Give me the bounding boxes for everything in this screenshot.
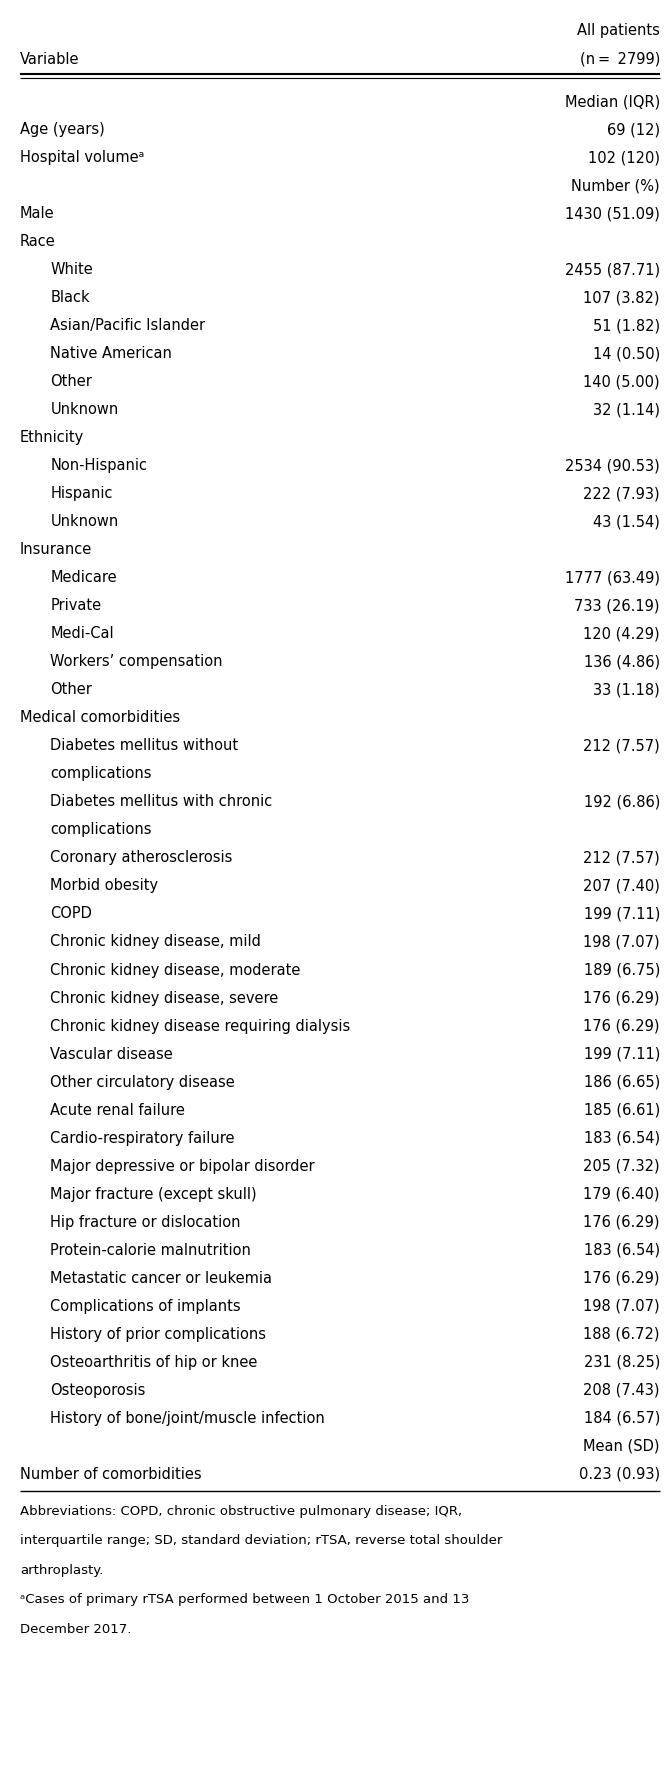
Text: 199 (7.11): 199 (7.11) xyxy=(584,1046,660,1062)
Text: 198 (7.07): 198 (7.07) xyxy=(584,934,660,950)
Text: Race: Race xyxy=(20,234,56,250)
Text: Metastatic cancer or leukemia: Metastatic cancer or leukemia xyxy=(50,1271,272,1285)
Text: 176 (6.29): 176 (6.29) xyxy=(584,1215,660,1230)
Text: COPD: COPD xyxy=(50,906,92,922)
Text: Number of comorbidities: Number of comorbidities xyxy=(20,1466,202,1482)
Text: Vascular disease: Vascular disease xyxy=(50,1046,173,1062)
Text: 69 (12): 69 (12) xyxy=(607,122,660,137)
Text: White: White xyxy=(50,262,93,277)
Text: 231 (8.25): 231 (8.25) xyxy=(584,1355,660,1371)
Text: 43 (1.54): 43 (1.54) xyxy=(593,514,660,530)
Text: complications: complications xyxy=(50,823,151,837)
Text: 222 (7.93): 222 (7.93) xyxy=(584,486,660,502)
Text: arthroplasty.: arthroplasty. xyxy=(20,1564,103,1576)
Text: History of prior complications: History of prior complications xyxy=(50,1326,266,1342)
Text: Male: Male xyxy=(20,206,55,222)
Text: Osteoarthritis of hip or knee: Osteoarthritis of hip or knee xyxy=(50,1355,258,1371)
Text: Protein-calorie malnutrition: Protein-calorie malnutrition xyxy=(50,1243,251,1257)
Text: interquartile range; SD, standard deviation; rTSA, reverse total shoulder: interquartile range; SD, standard deviat… xyxy=(20,1534,502,1548)
Text: 198 (7.07): 198 (7.07) xyxy=(584,1298,660,1314)
Text: 14 (0.50): 14 (0.50) xyxy=(593,346,660,362)
Text: Number (%): Number (%) xyxy=(572,177,660,193)
Text: 205 (7.32): 205 (7.32) xyxy=(584,1158,660,1174)
Text: 176 (6.29): 176 (6.29) xyxy=(584,1018,660,1034)
Text: 179 (6.40): 179 (6.40) xyxy=(584,1186,660,1202)
Text: Morbid obesity: Morbid obesity xyxy=(50,878,158,894)
Text: Unknown: Unknown xyxy=(50,402,119,417)
Text: complications: complications xyxy=(50,766,151,782)
Text: Asian/Pacific Islander: Asian/Pacific Islander xyxy=(50,317,206,333)
Text: 120 (4.29): 120 (4.29) xyxy=(584,626,660,642)
Text: Medicare: Medicare xyxy=(50,571,117,585)
Text: All patients: All patients xyxy=(577,23,660,39)
Text: Non-Hispanic: Non-Hispanic xyxy=(50,457,147,473)
Text: 33 (1.18): 33 (1.18) xyxy=(593,683,660,697)
Text: Workers’ compensation: Workers’ compensation xyxy=(50,654,222,670)
Text: 176 (6.29): 176 (6.29) xyxy=(584,1271,660,1285)
Text: 208 (7.43): 208 (7.43) xyxy=(584,1383,660,1397)
Text: Median (IQR): Median (IQR) xyxy=(565,94,660,110)
Text: 184 (6.57): 184 (6.57) xyxy=(584,1411,660,1425)
Text: 1430 (51.09): 1430 (51.09) xyxy=(565,206,660,222)
Text: Major fracture (except skull): Major fracture (except skull) xyxy=(50,1186,257,1202)
Text: 199 (7.11): 199 (7.11) xyxy=(584,906,660,922)
Text: Osteoporosis: Osteoporosis xyxy=(50,1383,145,1397)
Text: 2534 (90.53): 2534 (90.53) xyxy=(565,457,660,473)
Text: 0.23 (0.93): 0.23 (0.93) xyxy=(579,1466,660,1482)
Text: Medical comorbidities: Medical comorbidities xyxy=(20,711,180,725)
Text: 140 (5.00): 140 (5.00) xyxy=(584,374,660,390)
Text: 189 (6.75): 189 (6.75) xyxy=(584,963,660,977)
Text: 107 (3.82): 107 (3.82) xyxy=(584,291,660,305)
Text: Chronic kidney disease, severe: Chronic kidney disease, severe xyxy=(50,991,279,1005)
Text: Coronary atherosclerosis: Coronary atherosclerosis xyxy=(50,851,232,865)
Text: 212 (7.57): 212 (7.57) xyxy=(583,738,660,754)
Text: 102 (120): 102 (120) xyxy=(588,151,660,165)
Text: 32 (1.14): 32 (1.14) xyxy=(593,402,660,417)
Text: Hospital volumeᵃ: Hospital volumeᵃ xyxy=(20,151,144,165)
Text: Complications of implants: Complications of implants xyxy=(50,1298,241,1314)
Text: 192 (6.86): 192 (6.86) xyxy=(584,794,660,810)
Text: 136 (4.86): 136 (4.86) xyxy=(584,654,660,670)
Text: Other circulatory disease: Other circulatory disease xyxy=(50,1074,235,1090)
Text: Native American: Native American xyxy=(50,346,172,362)
Text: Acute renal failure: Acute renal failure xyxy=(50,1103,185,1117)
Text: Ethnicity: Ethnicity xyxy=(20,431,84,445)
Text: 186 (6.65): 186 (6.65) xyxy=(584,1074,660,1090)
Text: Insurance: Insurance xyxy=(20,543,92,557)
Text: Diabetes mellitus without: Diabetes mellitus without xyxy=(50,738,239,754)
Text: Hip fracture or dislocation: Hip fracture or dislocation xyxy=(50,1215,241,1230)
Text: (n = 2799): (n = 2799) xyxy=(580,51,660,67)
Text: 183 (6.54): 183 (6.54) xyxy=(584,1243,660,1257)
Text: Major depressive or bipolar disorder: Major depressive or bipolar disorder xyxy=(50,1158,315,1174)
Text: Mean (SD): Mean (SD) xyxy=(584,1438,660,1454)
Text: December 2017.: December 2017. xyxy=(20,1622,131,1636)
Text: Chronic kidney disease, moderate: Chronic kidney disease, moderate xyxy=(50,963,301,977)
Text: 1777 (63.49): 1777 (63.49) xyxy=(565,571,660,585)
Text: Other: Other xyxy=(50,683,92,697)
Text: 188 (6.72): 188 (6.72) xyxy=(584,1326,660,1342)
Text: 51 (1.82): 51 (1.82) xyxy=(593,317,660,333)
Text: Hispanic: Hispanic xyxy=(50,486,113,502)
Text: 207 (7.40): 207 (7.40) xyxy=(583,878,660,894)
Text: 212 (7.57): 212 (7.57) xyxy=(583,851,660,865)
Text: History of bone/joint/muscle infection: History of bone/joint/muscle infection xyxy=(50,1411,325,1425)
Text: Other: Other xyxy=(50,374,92,390)
Text: 183 (6.54): 183 (6.54) xyxy=(584,1131,660,1145)
Text: Chronic kidney disease, mild: Chronic kidney disease, mild xyxy=(50,934,261,950)
Text: Black: Black xyxy=(50,291,90,305)
Text: Private: Private xyxy=(50,598,101,613)
Text: Unknown: Unknown xyxy=(50,514,119,530)
Text: Diabetes mellitus with chronic: Diabetes mellitus with chronic xyxy=(50,794,273,810)
Text: Age (years): Age (years) xyxy=(20,122,105,137)
Text: Variable: Variable xyxy=(20,51,80,67)
Text: 733 (26.19): 733 (26.19) xyxy=(574,598,660,613)
Text: 185 (6.61): 185 (6.61) xyxy=(584,1103,660,1117)
Text: Chronic kidney disease requiring dialysis: Chronic kidney disease requiring dialysi… xyxy=(50,1018,350,1034)
Text: Abbreviations: COPD, chronic obstructive pulmonary disease; IQR,: Abbreviations: COPD, chronic obstructive… xyxy=(20,1505,462,1518)
Text: ᵃCases of primary rTSA performed between 1 October 2015 and 13: ᵃCases of primary rTSA performed between… xyxy=(20,1594,470,1606)
Text: Cardio-respiratory failure: Cardio-respiratory failure xyxy=(50,1131,234,1145)
Text: 2455 (87.71): 2455 (87.71) xyxy=(565,262,660,277)
Text: 176 (6.29): 176 (6.29) xyxy=(584,991,660,1005)
Text: Medi-Cal: Medi-Cal xyxy=(50,626,114,642)
